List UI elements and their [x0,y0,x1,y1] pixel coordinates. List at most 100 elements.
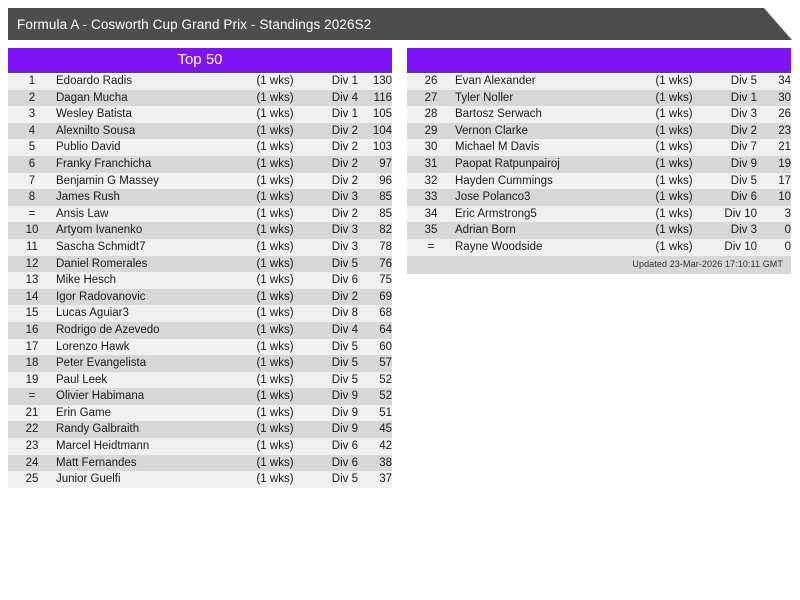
row-division: Div 9 [730,157,757,170]
row-points: 26 [778,108,791,121]
row-weeks: (1 wks) [256,108,294,121]
row-points: 75 [379,274,392,287]
row-weeks: (1 wks) [256,157,294,170]
standings-row: 26 Evan Alexander (1 wks) Div 5 34 [407,73,791,90]
row-rank: = [28,207,36,220]
standings-row: 30 Michael M Davis (1 wks) Div 7 21 [407,139,791,156]
standings-row: 11 Sascha Schmidt7 (1 wks) Div 3 78 [8,238,392,256]
row-driver-name: Hayden Cummings [455,174,553,187]
row-points: 85 [379,191,392,204]
standings-row: 13 Mike Hesch (1 wks) Div 6 75 [8,272,392,289]
row-weeks: (1 wks) [256,307,294,320]
page-title: Formula A - Cosworth Cup Grand Prix - St… [17,16,372,32]
row-driver-name: Igor Radovanovic [56,290,146,303]
row-division: Div 2 [331,141,358,154]
row-driver-name: Erin Game [56,406,111,419]
row-division: Div 2 [730,124,757,137]
row-rank: 16 [25,323,39,336]
row-driver-name: Ansis Law [56,207,109,220]
row-rank: 10 [25,224,39,237]
row-rank: 31 [424,157,438,170]
row-division: Div 5 [730,174,757,187]
standings-row: 14 Igor Radovanovic (1 wks) Div 2 69 [8,288,392,306]
row-division: Div 7 [730,141,757,154]
row-points: 68 [379,307,392,320]
row-division: Div 9 [331,423,358,436]
row-rank: 13 [25,274,39,287]
row-driver-name: Evan Alexander [455,75,536,87]
row-driver-name: Rodrigo de Azevedo [56,323,160,336]
row-weeks: (1 wks) [256,224,294,237]
row-division: Div 4 [331,323,358,336]
row-rank: 27 [424,91,438,104]
row-points: 57 [379,357,392,370]
row-points: 23 [778,124,791,137]
standings-row: 5 Publio David (1 wks) Div 2 103 [8,139,392,156]
row-driver-name: Lorenzo Hawk [56,340,130,353]
row-driver-name: Lucas Aguiar3 [56,307,129,320]
row-points: 69 [379,290,392,303]
row-points: 10 [778,191,791,204]
standings-row: 23 Marcel Heidtmann (1 wks) Div 6 42 [8,438,392,455]
row-division: Div 3 [730,108,757,121]
row-weeks: (1 wks) [256,191,294,204]
row-division: Div 5 [331,473,358,486]
row-division: Div 2 [331,290,358,303]
row-points: 52 [379,373,392,386]
row-rank: 29 [424,124,438,137]
standings-row: 16 Rodrigo de Azevedo (1 wks) Div 4 64 [8,321,392,339]
row-points: 30 [778,91,791,104]
row-weeks: (1 wks) [256,357,294,370]
row-weeks: (1 wks) [655,207,693,220]
row-points: 51 [379,406,392,419]
row-division: Div 2 [331,157,358,170]
standings-row: 31 Paopat Ratpunpairoj (1 wks) Div 9 19 [407,155,791,173]
row-rank: 32 [424,174,438,187]
row-division: Div 10 [724,240,757,253]
row-driver-name: Olivier Habimana [56,390,145,403]
row-rank: = [28,390,36,403]
row-driver-name: Benjamin G Massey [56,174,159,187]
row-points: 104 [372,124,392,137]
row-weeks: (1 wks) [256,91,294,104]
standings-row: 29 Vernon Clarke (1 wks) Div 2 23 [407,122,791,140]
row-rank: 5 [28,141,36,154]
standings-table-right: 26 Evan Alexander (1 wks) Div 5 34 27 Tyler No… [407,73,791,256]
row-points: 34 [778,75,791,87]
row-weeks: (1 wks) [256,323,294,336]
row-weeks: (1 wks) [256,240,294,253]
row-rank: 17 [25,340,39,353]
row-points: 0 [784,224,791,237]
standings-row: 33 Jose Polanco3 (1 wks) Div 6 10 [407,189,791,206]
row-driver-name: Peter Evangelista [56,357,147,370]
row-driver-name: Daniel Romerales [56,257,148,270]
row-weeks: (1 wks) [655,174,693,187]
row-division: Div 5 [331,257,358,270]
row-weeks: (1 wks) [256,174,294,187]
row-rank: 18 [25,357,39,370]
row-division: Div 5 [331,357,358,370]
standings-row: 8 James Rush (1 wks) Div 3 85 [8,189,392,206]
standings-row: 27 Tyler Noller (1 wks) Div 1 30 [407,89,791,107]
row-driver-name: Vernon Clarke [455,124,528,137]
standings-row: 17 Lorenzo Hawk (1 wks) Div 5 60 [8,338,392,356]
row-rank: 34 [424,207,438,220]
row-division: Div 5 [730,75,757,87]
row-driver-name: Publio David [56,141,121,154]
row-rank: 7 [28,174,36,187]
row-points: 64 [379,323,392,336]
row-rank: 25 [25,473,39,486]
row-driver-name: Franky Franchicha [56,157,152,170]
row-points: 105 [372,108,392,121]
row-rank: 28 [424,108,438,121]
row-points: 3 [784,207,791,220]
row-weeks: (1 wks) [655,75,693,87]
row-driver-name: Wesley Batista [56,108,132,121]
standings-row: 3 Wesley Batista (1 wks) Div 1 105 [8,106,392,123]
standings-table-left: 1 Edoardo Radis (1 wks) Div 1 130 2 Dagan Much… [8,73,392,488]
row-points: 45 [379,423,392,436]
row-division: Div 6 [730,191,757,204]
row-division: Div 8 [331,307,358,320]
row-division: Div 3 [331,224,358,237]
row-rank: 22 [25,423,39,436]
